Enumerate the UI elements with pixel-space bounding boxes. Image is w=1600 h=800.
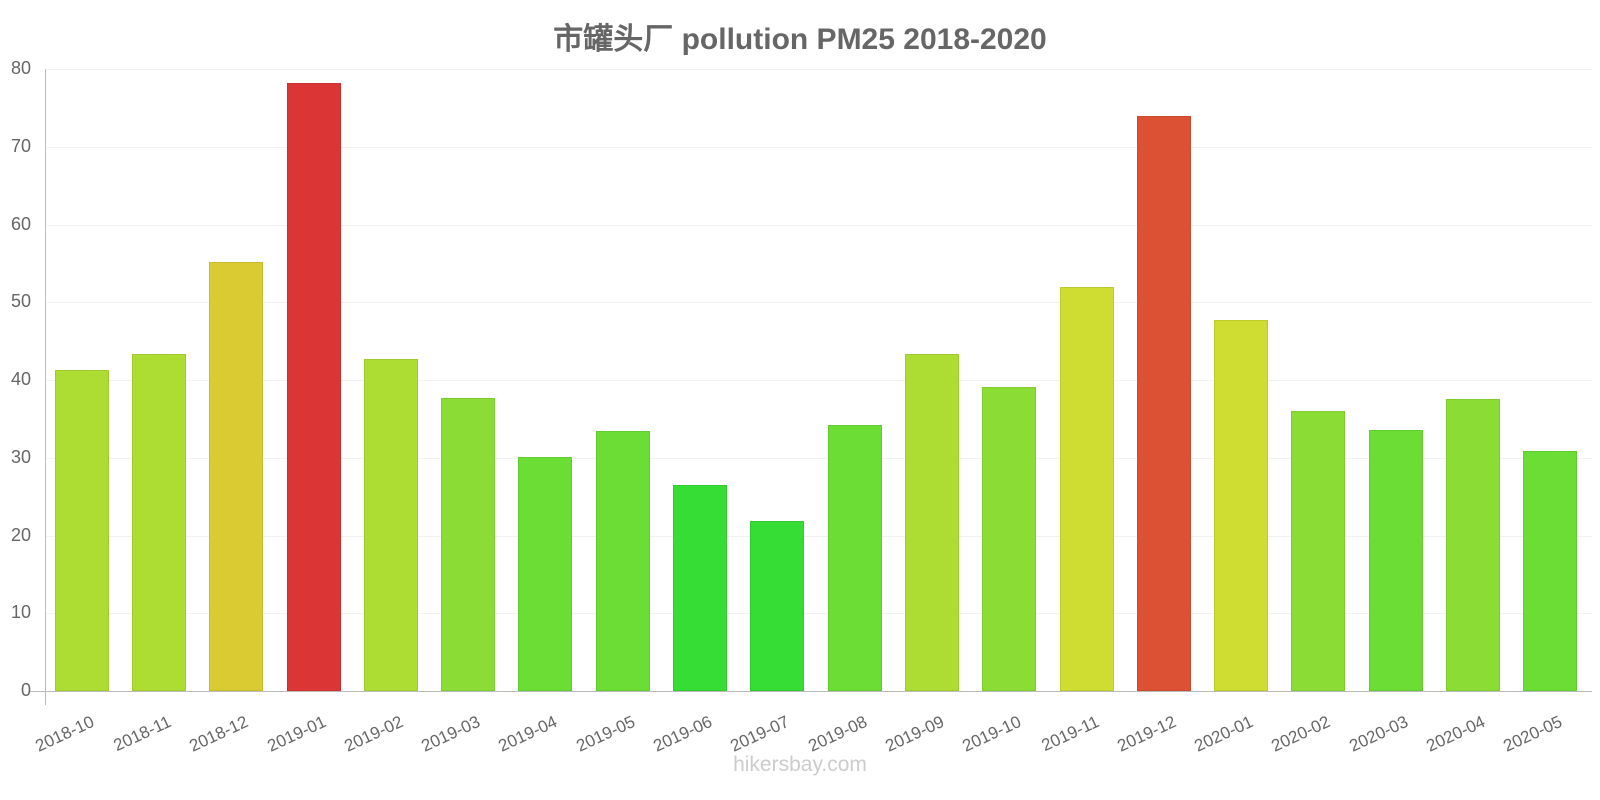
y-tick-label: 0 [20, 680, 31, 700]
bar-2020-02[interactable] [1291, 411, 1346, 691]
bar-2019-05[interactable] [595, 431, 650, 691]
bar-2020-05[interactable] [1523, 450, 1578, 691]
bar-2019-02[interactable] [363, 359, 418, 691]
x-axis [30, 691, 1592, 692]
y-tick-label: 70 [10, 135, 31, 156]
y-tick-label: 40 [10, 369, 31, 389]
bar-2018-12[interactable] [209, 261, 264, 691]
chart-title: 市罐头厂 pollution PM25 2018-2020 [553, 23, 1047, 56]
bar-2020-03[interactable] [1368, 429, 1423, 691]
gridline [46, 380, 1592, 381]
gridline [46, 457, 1592, 459]
bar-2019-12[interactable] [1136, 115, 1191, 691]
bar-2019-09[interactable] [904, 354, 959, 691]
bar-2019-07[interactable] [750, 520, 805, 691]
y-tick-label: 80 [10, 58, 31, 78]
bar-2020-04[interactable] [1446, 398, 1501, 691]
bar-2019-03[interactable] [441, 397, 496, 691]
bar-2019-01[interactable] [286, 83, 341, 691]
bar-2018-10[interactable] [54, 369, 109, 691]
y-tick-label: 60 [10, 213, 31, 234]
bar-2019-10[interactable] [982, 387, 1037, 691]
gridline [46, 69, 1592, 70]
bar-2019-08[interactable] [827, 425, 882, 691]
gridline [46, 302, 1592, 304]
bar-2019-04[interactable] [518, 456, 573, 691]
bar-2019-06[interactable] [673, 484, 728, 691]
gridline [46, 535, 1592, 537]
gridline [46, 146, 1592, 148]
y-axis [45, 69, 46, 705]
bar-2018-11[interactable] [131, 354, 186, 691]
y-tick-label: 10 [10, 602, 31, 623]
y-tick-label: 20 [10, 524, 31, 545]
plot-area [46, 69, 1592, 692]
bar-2019-11[interactable] [1059, 286, 1114, 691]
watermark: hikersbay.com [733, 753, 867, 776]
y-tick-label: 30 [10, 446, 31, 467]
bar-2020-01[interactable] [1214, 320, 1269, 691]
gridline [46, 224, 1592, 226]
y-tick-label: 50 [10, 291, 31, 312]
gridline [46, 613, 1592, 615]
